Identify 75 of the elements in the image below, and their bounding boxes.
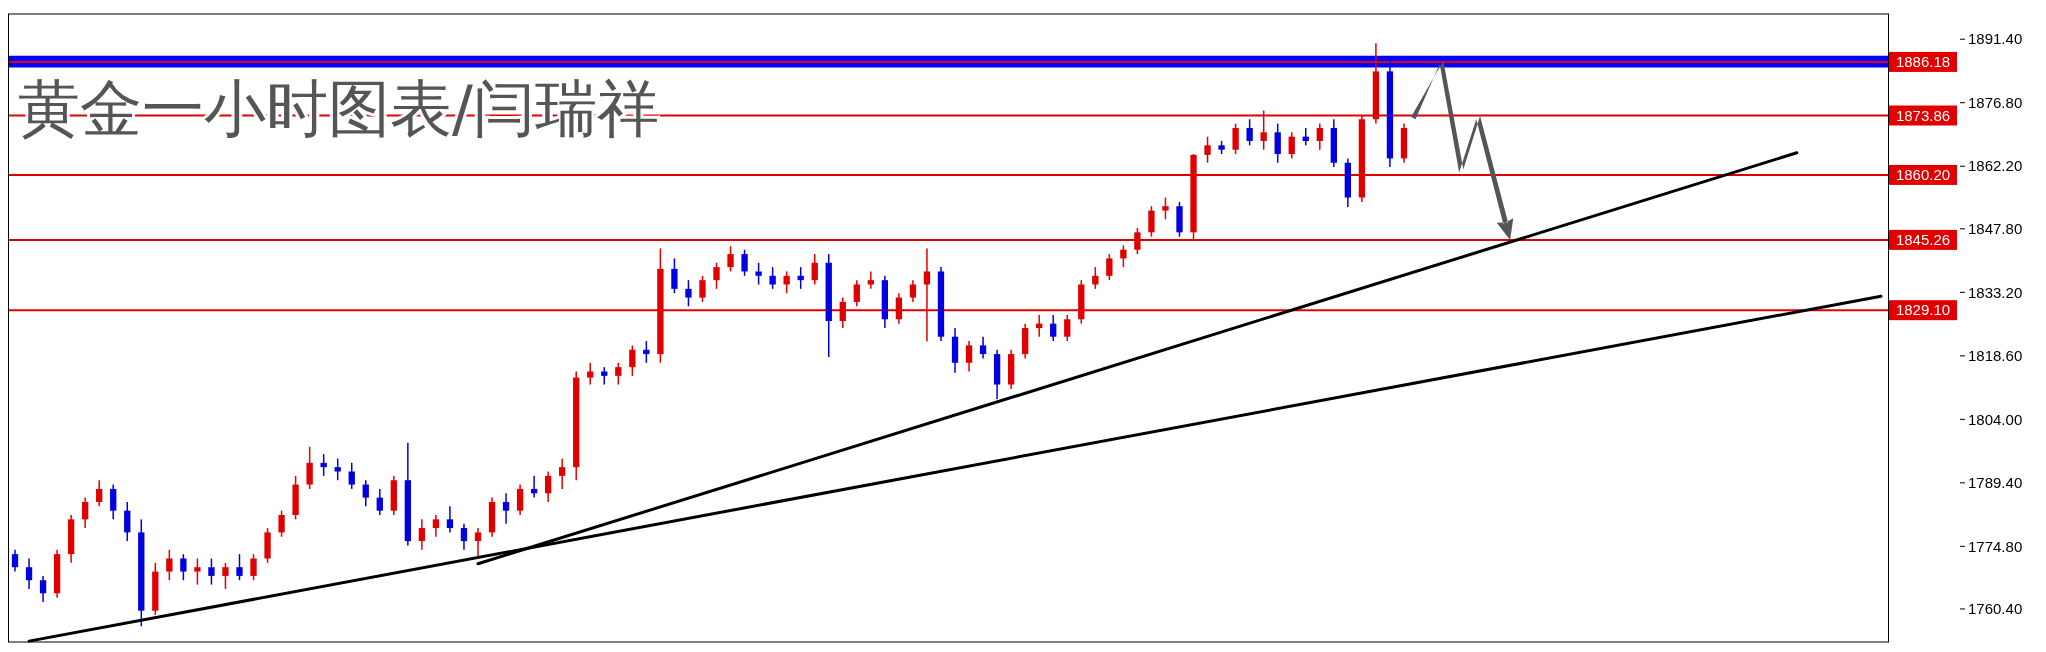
candlestick: [1050, 314, 1057, 342]
candlestick: [1148, 205, 1155, 238]
y-tick-label: 1804.00: [1968, 410, 2023, 428]
candlestick: [250, 553, 257, 581]
y-tick-label: 1760.40: [1968, 600, 2023, 618]
candlestick: [460, 522, 468, 551]
candlestick: [909, 279, 917, 303]
candlestick: [82, 496, 89, 529]
candlestick: [741, 248, 748, 277]
candlestick: [96, 479, 103, 508]
candlestick: [755, 262, 762, 286]
candlestick: [194, 557, 201, 586]
candlestick: [713, 262, 720, 290]
candlestick: [236, 553, 243, 581]
candlestick: [699, 275, 706, 303]
candlestick: [166, 549, 173, 581]
candlestick: [1120, 244, 1127, 268]
candlestick: [867, 270, 874, 290]
candlestick: [965, 340, 973, 373]
ref-line-label: 1886.18: [1895, 53, 1951, 71]
candlestick: [1064, 314, 1071, 342]
candlestick: [502, 492, 510, 525]
candlestick: [727, 245, 734, 273]
ref-line-label: 1845.26: [1895, 231, 1951, 249]
candlestick: [643, 340, 650, 364]
candlestick: [1316, 122, 1323, 151]
candlestick: [769, 266, 776, 290]
candlestick: [1288, 131, 1295, 160]
candlestick: [629, 344, 636, 377]
candlestick: [110, 483, 117, 521]
y-tick-label: 1818.60: [1968, 347, 2023, 365]
candlestick: [1204, 135, 1211, 164]
candlestick: [334, 457, 341, 481]
y-tick-label: 1862.20: [1968, 157, 2023, 175]
candlestick: [11, 549, 19, 573]
candlestick: [180, 553, 187, 581]
y-tick-label: 1774.80: [1968, 537, 2023, 555]
candlestick: [685, 279, 692, 307]
candlestick: [222, 562, 229, 590]
candlestick: [811, 253, 818, 286]
candlestick: [979, 335, 987, 360]
candlestick: [306, 445, 313, 490]
ref-line-label: 1829.10: [1895, 301, 1951, 319]
y-tick-label: 1847.80: [1968, 220, 2023, 238]
ref-line-label: 1860.20: [1895, 166, 1951, 184]
y-tick-label: 1833.20: [1968, 283, 2023, 301]
ref-line-label: 1873.86: [1895, 106, 1951, 124]
candlestick: [376, 488, 383, 516]
candlestick: [418, 518, 426, 551]
candlestick: [348, 462, 355, 490]
candlestick: [208, 557, 215, 586]
candlestick: [124, 501, 131, 542]
candlestick: [783, 270, 790, 294]
y-tick-label: 1789.40: [1968, 474, 2023, 492]
candlestick: [362, 479, 369, 508]
candlestick: [544, 470, 552, 503]
candlestick: [1246, 118, 1253, 147]
candlestick: [446, 505, 454, 534]
candlestick: [1106, 253, 1113, 281]
candlestick: [1274, 122, 1281, 164]
y-tick-label: 1891.40: [1968, 30, 2023, 48]
candlestick: [39, 575, 47, 603]
candlestick: [615, 362, 622, 386]
candlestick: [1162, 196, 1169, 221]
candlestick: [559, 457, 566, 490]
candlestick: [432, 514, 440, 538]
candlestick: [853, 279, 860, 307]
y-tick-label: 1876.80: [1968, 93, 2023, 111]
candlestick: [1232, 122, 1239, 155]
candlestick: [671, 257, 678, 294]
candlestick: [278, 509, 285, 538]
candlestick: [587, 362, 594, 386]
candlestick: [516, 483, 524, 516]
candlestick: [1092, 266, 1099, 290]
candlestick: [25, 557, 33, 590]
